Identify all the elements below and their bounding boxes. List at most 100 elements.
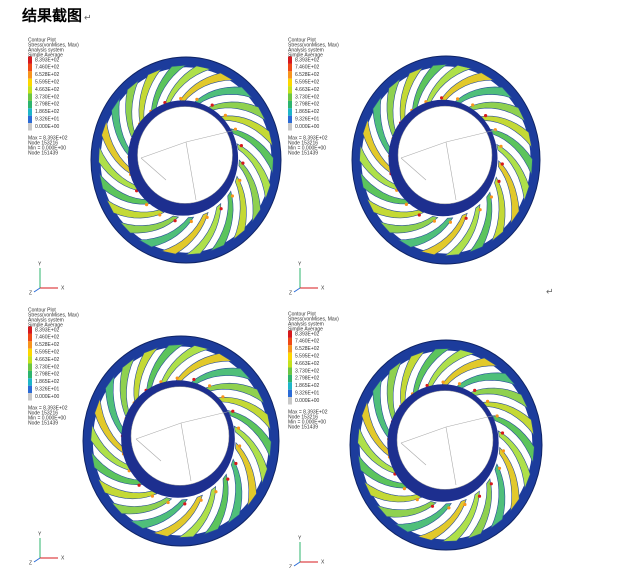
hot-spot <box>489 195 493 199</box>
hot-spot <box>447 506 451 510</box>
color-swatch <box>28 93 32 101</box>
blade <box>394 503 452 533</box>
color-swatch <box>288 63 292 72</box>
color-swatch <box>28 123 32 131</box>
color-swatch <box>288 389 292 398</box>
hot-spot <box>231 409 235 413</box>
legend-header: Simple Average <box>288 326 323 332</box>
legend-value: 1.865E+02 <box>35 379 60 385</box>
legend-value: 8.393E+02 <box>35 327 60 333</box>
hot-spot <box>233 127 237 131</box>
legend-footer: Node 151439 <box>28 150 58 156</box>
hot-spot <box>241 161 245 165</box>
legend-value: 4.663E+02 <box>35 87 60 93</box>
color-swatch <box>288 382 292 390</box>
hot-spot <box>205 215 209 219</box>
legend-value: 9.326E+01 <box>35 387 60 393</box>
legend-header: Contour Plot <box>28 307 56 313</box>
hot-spot <box>173 219 177 223</box>
hot-spot <box>223 113 227 117</box>
blade <box>497 160 520 224</box>
color-swatch <box>28 378 32 386</box>
legend-value: 0.000E+00 <box>35 124 60 130</box>
blade <box>376 501 437 518</box>
blade <box>386 78 401 144</box>
axis-label: Z <box>289 290 292 296</box>
legend-value: 8.393E+02 <box>295 57 320 63</box>
axis-label: Y <box>298 535 302 541</box>
blade <box>160 211 209 255</box>
legend-value: 6.528E+02 <box>295 346 320 352</box>
blade <box>91 451 145 486</box>
blade <box>496 143 530 201</box>
legend-footer: Node 153216 <box>288 140 318 146</box>
color-swatch <box>288 360 292 368</box>
hot-spot <box>430 504 435 508</box>
color-swatch <box>28 370 32 379</box>
legend-value: 2.798E+02 <box>295 102 320 108</box>
hot-spot <box>230 194 234 198</box>
legend-value: 7.460E+02 <box>35 65 60 71</box>
legend-footer: Min = 0.000E+00 <box>288 419 326 425</box>
hot-spot <box>415 498 419 502</box>
blade <box>497 430 531 489</box>
legend-value: 1.865E+02 <box>295 383 320 389</box>
blade <box>491 414 535 463</box>
hot-spot <box>210 103 214 107</box>
blade <box>416 498 467 541</box>
color-swatch <box>288 93 292 101</box>
hot-spot <box>473 388 477 392</box>
return-mark: ↵ <box>546 286 554 296</box>
legend-footer: Node 153216 <box>28 410 58 416</box>
legend-value: 9.326E+01 <box>295 117 320 123</box>
blade <box>469 387 529 410</box>
hot-spot <box>457 382 462 386</box>
hot-spot <box>214 490 218 494</box>
blade <box>119 357 135 424</box>
legend-footer: Max = 8.393E+02 <box>28 405 68 411</box>
blade <box>386 360 402 427</box>
hot-spot <box>440 96 444 100</box>
color-swatch <box>288 108 292 116</box>
return-mark: ↵ <box>84 12 92 22</box>
legend-value: 6.528E+02 <box>35 72 60 78</box>
hot-spot <box>500 431 505 435</box>
legend-header: Stress(vonMises, Max) <box>28 42 79 48</box>
legend-footer: Node 151439 <box>288 424 318 430</box>
color-swatch <box>28 63 32 72</box>
blade <box>363 480 423 503</box>
axis-label: Z <box>289 564 292 568</box>
blade <box>217 396 271 431</box>
color-swatch <box>288 330 292 338</box>
blade <box>444 203 481 257</box>
hot-spot <box>463 502 467 507</box>
legend-footer: Node 151439 <box>288 150 318 156</box>
hot-spot <box>145 203 149 207</box>
shaft-lines <box>400 129 497 201</box>
legend-header: Simple Average <box>28 52 63 58</box>
blade <box>399 67 424 129</box>
blade <box>129 499 188 529</box>
blade <box>467 101 526 123</box>
title: 结果截图 <box>22 7 82 25</box>
color-swatch <box>288 115 292 124</box>
blade <box>235 441 257 508</box>
hub-hole <box>396 390 494 490</box>
blade <box>359 171 412 205</box>
blade <box>227 458 243 525</box>
blade <box>204 382 265 404</box>
legend-footer: Node 153216 <box>288 414 318 420</box>
hot-spot <box>477 494 482 498</box>
legend-value: 9.326E+01 <box>35 117 60 123</box>
legend-value: 8.393E+02 <box>295 331 320 337</box>
hot-spot <box>234 461 238 466</box>
hot-spot <box>183 502 187 506</box>
axis-label: Y <box>38 531 42 537</box>
hot-spot <box>417 213 421 217</box>
axis-z <box>293 561 301 567</box>
blade <box>372 378 394 444</box>
color-swatch <box>288 71 292 79</box>
blade <box>232 175 247 241</box>
hot-spot <box>150 494 154 498</box>
